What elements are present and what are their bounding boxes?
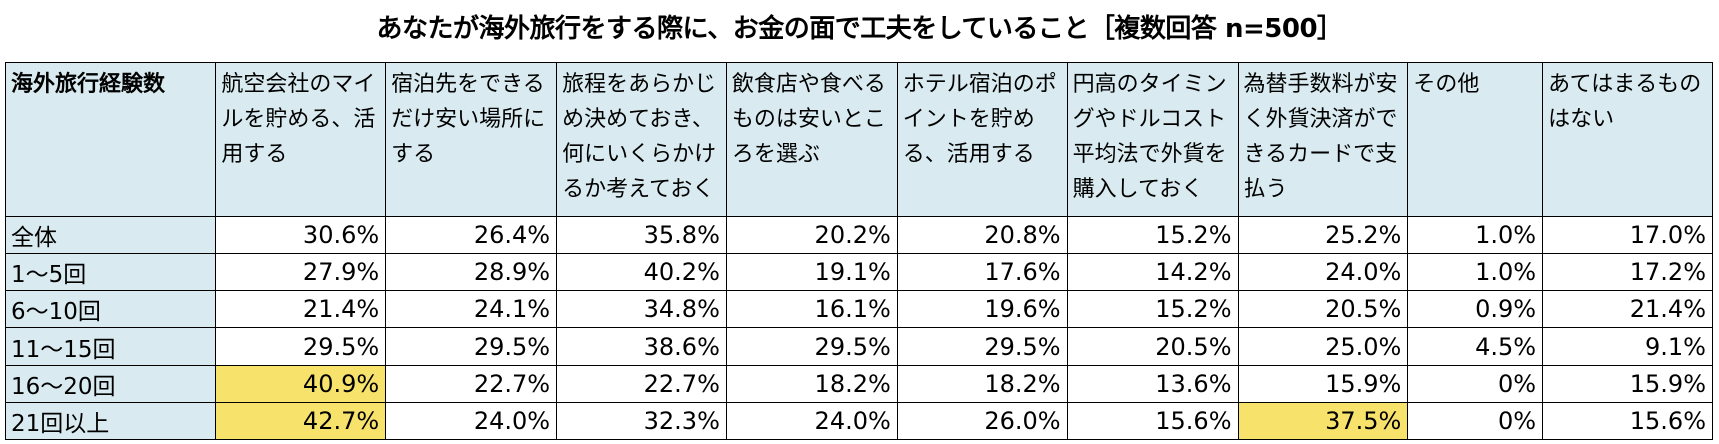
value-cell: 32.3% [556, 401, 727, 441]
value-cell: 0% [1407, 364, 1544, 403]
value-cell: 29.5% [725, 327, 898, 366]
value-cell: 20.8% [896, 215, 1068, 255]
value-cell: 17.0% [1542, 215, 1713, 255]
value-cell: 24.0% [385, 401, 558, 441]
value-cell: 21.4% [215, 290, 387, 329]
column-header: 航空会社のマイルを貯める、活用する [215, 62, 387, 217]
value-cell: 4.5% [1407, 327, 1544, 366]
value-cell: 15.2% [1066, 290, 1239, 329]
table-row: 6～10回 21.4% 24.1% 34.8% 16.1% 19.6% 15.2% 20.5%… [4, 290, 1713, 329]
value-cell: 15.2% [1066, 215, 1239, 255]
row-label: 11～15回 [4, 327, 217, 366]
table-row: 21回以上 42.7% 24.0% 32.3% 24.0% 26.0% 15.6% 37.5%… [4, 401, 1713, 441]
value-cell: 18.2% [896, 364, 1068, 403]
highlighted-value-cell: 37.5% [1237, 401, 1409, 441]
value-cell: 28.9% [385, 253, 558, 292]
value-cell: 22.7% [556, 364, 727, 403]
value-cell: 24.0% [725, 401, 898, 441]
value-cell: 19.6% [896, 290, 1068, 329]
value-cell: 15.9% [1542, 364, 1713, 403]
column-header: 宿泊先をできるだけ安い場所にする [385, 62, 558, 217]
table-row: 16～20回 40.9% 22.7% 22.7% 18.2% 18.2% 13.6% 15.9… [4, 364, 1713, 403]
value-cell: 29.5% [385, 327, 558, 366]
column-header: 旅程をあらかじめ決めておき、何にいくらかけるか考えておく [556, 62, 727, 217]
table-row: 全体 30.6% 26.4% 35.8% 20.2% 20.8% 15.2% 25.2% 1.0… [4, 215, 1713, 255]
value-cell: 0.9% [1407, 290, 1544, 329]
value-cell: 16.1% [725, 290, 898, 329]
column-header: 飲食店や食べるものは安いところを選ぶ [725, 62, 898, 217]
value-cell: 29.5% [215, 327, 387, 366]
value-cell: 27.9% [215, 253, 387, 292]
value-cell: 9.1% [1542, 327, 1713, 366]
value-cell: 0% [1407, 401, 1544, 441]
value-cell: 13.6% [1066, 364, 1239, 403]
value-cell: 26.4% [385, 215, 558, 255]
value-cell: 25.2% [1237, 215, 1409, 255]
value-cell: 14.2% [1066, 253, 1239, 292]
value-cell: 26.0% [896, 401, 1068, 441]
value-cell: 19.1% [725, 253, 898, 292]
value-cell: 29.5% [896, 327, 1068, 366]
row-label: 全体 [4, 215, 217, 255]
row-label: 21回以上 [4, 401, 217, 441]
value-cell: 15.9% [1237, 364, 1409, 403]
value-cell: 25.0% [1237, 327, 1409, 366]
value-cell: 15.6% [1066, 401, 1239, 441]
data-table: 海外旅行経験数 航空会社のマイルを貯める、活用する 宿泊先をできるだけ安い場所にする… [4, 62, 1713, 441]
column-header: あてはまるものはない [1542, 62, 1713, 217]
table-row: 11～15回 29.5% 29.5% 38.6% 29.5% 29.5% 20.5% 25.0… [4, 327, 1713, 366]
value-cell: 24.1% [385, 290, 558, 329]
value-cell: 15.6% [1542, 401, 1713, 441]
row-label: 1～5回 [4, 253, 217, 292]
value-cell: 38.6% [556, 327, 727, 366]
row-label: 6～10回 [4, 290, 217, 329]
row-label: 16～20回 [4, 364, 217, 403]
table-row: 1～5回 27.9% 28.9% 40.2% 19.1% 17.6% 14.2% 24.0% 1… [4, 253, 1713, 292]
value-cell: 1.0% [1407, 215, 1544, 255]
value-cell: 20.5% [1237, 290, 1409, 329]
header-row: 海外旅行経験数 航空会社のマイルを貯める、活用する 宿泊先をできるだけ安い場所にする… [4, 62, 1713, 217]
value-cell: 40.2% [556, 253, 727, 292]
value-cell: 24.0% [1237, 253, 1409, 292]
value-cell: 1.0% [1407, 253, 1544, 292]
value-cell: 22.7% [385, 364, 558, 403]
highlighted-value-cell: 42.7% [215, 401, 387, 441]
value-cell: 20.5% [1066, 327, 1239, 366]
value-cell: 20.2% [725, 215, 898, 255]
value-cell: 34.8% [556, 290, 727, 329]
value-cell: 35.8% [556, 215, 727, 255]
value-cell: 17.6% [896, 253, 1068, 292]
value-cell: 18.2% [725, 364, 898, 403]
value-cell: 21.4% [1542, 290, 1713, 329]
column-header: その他 [1407, 62, 1544, 217]
value-cell: 30.6% [215, 215, 387, 255]
column-header: ホテル宿泊のポイントを貯める、活用する [896, 62, 1068, 217]
highlighted-value-cell: 40.9% [215, 364, 387, 403]
corner-label: 海外旅行経験数 [4, 62, 217, 217]
chart-title: あなたが海外旅行をする際に、お金の面で工夫をしていること［複数回答 n=500］ [376, 14, 1343, 44]
value-cell: 17.2% [1542, 253, 1713, 292]
column-header: 円高のタイミングやドルコスト平均法で外貨を購入しておく [1066, 62, 1239, 217]
column-header: 為替手数料が安く外貨決済ができるカードで支払う [1237, 62, 1409, 217]
